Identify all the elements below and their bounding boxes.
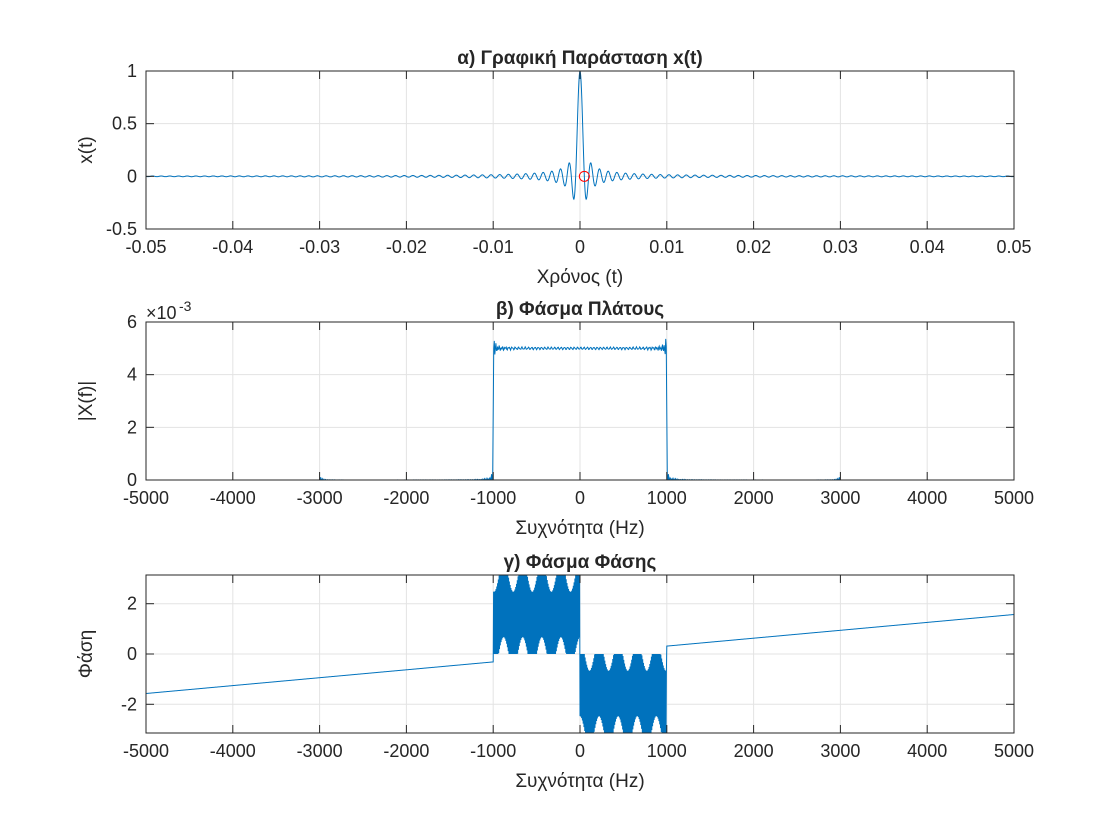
x-tick-label: -1000: [470, 741, 516, 761]
y-tick-label: 1: [127, 61, 137, 81]
chart-title: γ) Φάσμα Φάσης: [504, 552, 657, 573]
x-tick-label: 0: [575, 488, 585, 508]
x-axis-label: Συχνότητα (Hz): [515, 518, 644, 539]
x-axis-label: Χρόνος (t): [537, 267, 623, 288]
x-tick-label: -3000: [297, 488, 343, 508]
x-tick-label: 2000: [734, 488, 774, 508]
x-tick-label: 0: [575, 237, 585, 257]
y-tick-label: 2: [127, 594, 137, 614]
x-tick-label: -5000: [123, 488, 169, 508]
y-axis-label: |X(f)|: [76, 381, 97, 421]
y-tick-label: 0: [127, 470, 137, 490]
y-exponent-power: -3: [179, 298, 192, 314]
y-exponent-label: ×10: [146, 303, 177, 323]
x-tick-label: 1000: [647, 488, 687, 508]
x-tick-label: -4000: [210, 488, 256, 508]
x-tick-label: -2000: [383, 488, 429, 508]
x-tick-label: 3000: [820, 741, 860, 761]
subplot-3: -5000 -4000 -3000 -2000 -1000 0 1000 2000 3000 40…: [76, 552, 1034, 792]
series-line: [146, 575, 1014, 733]
chart-title: β) Φάσμα Πλάτους: [496, 299, 664, 320]
marker-circle: [578, 170, 590, 182]
x-tick-label: -0.04: [212, 237, 253, 257]
x-tick-label: 0.01: [649, 237, 684, 257]
y-tick-label: 4: [127, 365, 137, 385]
x-tick-label: -0.01: [473, 237, 514, 257]
x-tick-label: 3000: [820, 488, 860, 508]
x-tick-label: 4000: [907, 741, 947, 761]
y-tick-label: 2: [127, 417, 137, 437]
chart-title: α) Γραφική Παράσταση x(t): [457, 48, 702, 69]
y-tick-label: 0.5: [112, 114, 137, 134]
y-tick-label: 6: [127, 312, 137, 332]
x-tick-label: -5000: [123, 741, 169, 761]
y-tick-label: -2: [121, 694, 137, 714]
x-tick-label: -0.02: [386, 237, 427, 257]
x-tick-label: 4000: [907, 488, 947, 508]
x-tick-label: 0.05: [996, 237, 1031, 257]
x-tick-label: 0: [575, 741, 585, 761]
y-tick-label: 0: [127, 166, 137, 186]
x-tick-label: 5000: [994, 488, 1034, 508]
x-tick-label: 0.03: [823, 237, 858, 257]
y-axis-label: Φάση: [76, 630, 97, 678]
x-axis-label: Συχνότητα (Hz): [515, 771, 644, 792]
subplot-2: -5000 -4000 -3000 -2000 -1000 0 1000 2000 3000 40…: [76, 298, 1034, 539]
x-tick-label: -2000: [383, 741, 429, 761]
x-tick-label: 0.02: [736, 237, 771, 257]
series-line: [146, 338, 1014, 480]
x-tick-label: -3000: [297, 741, 343, 761]
x-tick-label: -0.03: [299, 237, 340, 257]
x-tick-label: 0.04: [910, 237, 945, 257]
x-tick-label: -1000: [470, 488, 516, 508]
series-line: [146, 71, 1014, 201]
x-tick-label: -4000: [210, 741, 256, 761]
x-tick-label: 5000: [994, 741, 1034, 761]
x-tick-label: 1000: [647, 741, 687, 761]
x-tick-label: 2000: [734, 741, 774, 761]
y-tick-label: -0.5: [106, 219, 137, 239]
y-axis-label: x(t): [76, 136, 97, 163]
subplot-1: -0.05 -0.04 -0.03 -0.02 -0.01 0 0.01 0.02 0.03 0.…: [76, 48, 1032, 288]
y-tick-label: 0: [127, 644, 137, 664]
x-tick-label: -0.05: [125, 237, 166, 257]
